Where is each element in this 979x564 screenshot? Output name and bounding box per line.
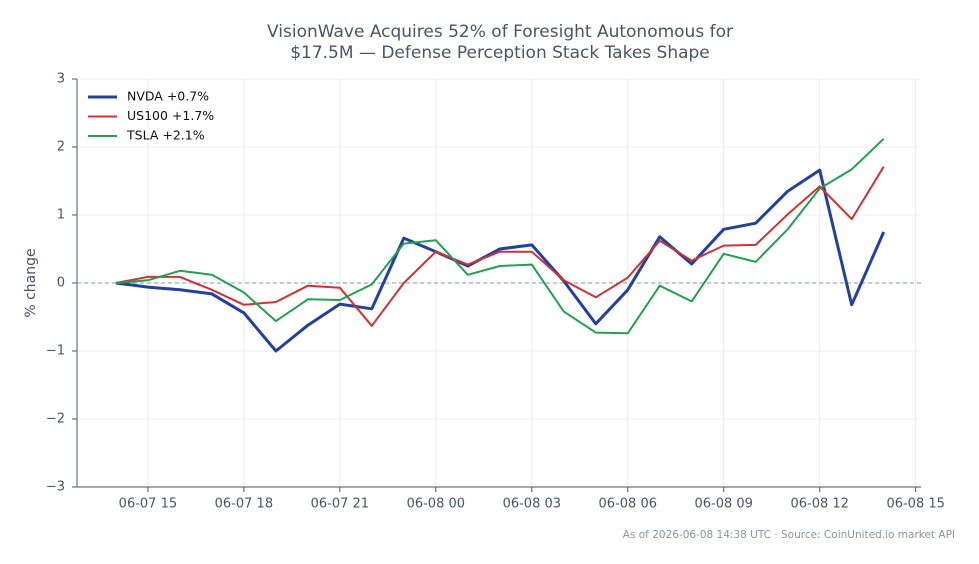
x-tick-label: 06-08 15 [886,497,944,512]
x-tick-label: 06-08 06 [599,497,657,512]
y-tick-label: −3 [46,480,65,495]
series-line [115,166,885,327]
chart-title: VisionWave Acquires 52% of Foresight Aut… [267,22,733,42]
x-tick-label: 06-07 21 [311,497,369,512]
y-tick-label: −1 [46,344,65,359]
footer: As of 2026-06-08 14:38 UTC · Source: Coi… [623,529,955,541]
x-tick-label: 06-07 18 [215,497,273,512]
series-line [115,168,886,353]
legend-label: US100 +1.7% [127,108,214,123]
y-tick-label: 2 [57,140,65,155]
x-tick-label: 06-07 15 [119,497,177,512]
y-axis-label: % change [23,248,39,317]
x-tick-label: 06-08 03 [503,497,561,512]
x-tick-label: 06-08 00 [407,497,465,512]
y-tick-label: −2 [46,412,65,427]
legend-label: NVDA +0.7% [127,89,209,104]
legend-label: TSLA +2.1% [126,128,205,143]
y-tick-label: 0 [57,276,65,291]
x-tick-label: 06-08 09 [695,497,753,512]
x-tick-label: 06-08 12 [790,497,848,512]
series-line [115,138,885,335]
chart-title: $17.5M — Defense Perception Stack Takes … [290,43,710,63]
y-tick-label: 1 [57,208,65,223]
y-tick-label: 3 [57,72,65,87]
